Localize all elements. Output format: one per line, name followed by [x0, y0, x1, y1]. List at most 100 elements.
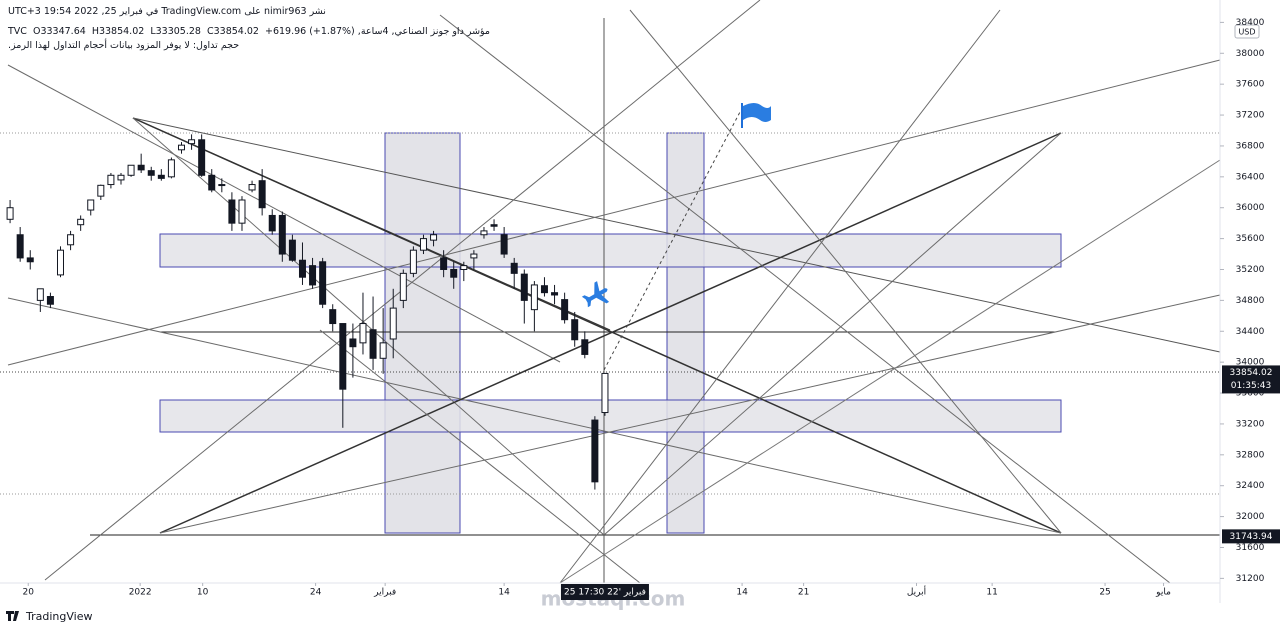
candle-body [177, 144, 185, 151]
level-price: 31743.94 [1230, 532, 1273, 542]
y-tick-label: 38400 [1236, 18, 1265, 28]
y-tick-label: 31600 [1236, 543, 1265, 553]
currency-box [1234, 24, 1260, 39]
candle-body [309, 265, 317, 286]
candle-body [329, 309, 337, 325]
candle-body [389, 307, 397, 340]
candle-body [359, 323, 367, 344]
candle-body [460, 265, 468, 270]
candle-body [117, 174, 125, 181]
candle-body [339, 323, 347, 390]
candle-body [561, 299, 569, 321]
x-tick-label: 21 [798, 588, 809, 598]
x-tick-label: 24 [310, 588, 322, 598]
candle-body [450, 268, 458, 278]
candle-body [208, 174, 216, 191]
logo-mark [6, 611, 19, 621]
y-tick-label: 37200 [1236, 111, 1265, 121]
x-tick-label: 11 [986, 588, 997, 598]
y-tick-label: 33200 [1236, 419, 1265, 429]
candle-body [198, 139, 206, 176]
candle-body [167, 159, 175, 178]
candle-body [288, 239, 296, 261]
y-tick-label: 36400 [1236, 172, 1265, 182]
y-tick-label: 32000 [1236, 512, 1265, 522]
flag-icon [741, 103, 771, 128]
candle-body [530, 284, 538, 311]
candle-body [470, 253, 478, 259]
y-tick-label: 37600 [1236, 80, 1265, 90]
symbol-line: مؤشر داو جونز الصناعي, 4ساعة, TVC O33347… [8, 26, 491, 37]
candle-body [430, 234, 438, 241]
candle-body [127, 164, 135, 176]
y-tick-label: 35600 [1236, 234, 1265, 244]
candle-body [137, 164, 145, 171]
candle-body [369, 329, 377, 359]
volume-note: حجم تداول: لا يوفر المزود بيانات أحجام ا… [8, 40, 240, 51]
candle-body [46, 296, 54, 305]
candle-body [238, 199, 246, 224]
published-line: نشر nimir963 على TradingView.com في فبرا… [8, 6, 326, 17]
candle-body [268, 214, 276, 232]
candle-body [188, 139, 196, 145]
countdown: 01:35:43 [1231, 381, 1271, 391]
x-tick-label: 14 [736, 588, 748, 598]
y-tick-label: 32400 [1236, 481, 1265, 491]
last-price: 33854.02 [1230, 368, 1273, 378]
candle-body [278, 214, 286, 255]
candle-body [67, 234, 75, 246]
candle-body [218, 184, 226, 187]
candle-body [97, 184, 105, 197]
candle-body [571, 319, 579, 341]
candle-body [16, 234, 24, 259]
candle-body [379, 342, 387, 359]
candle-body [591, 419, 599, 483]
candle-body [399, 272, 407, 301]
candle-body [319, 261, 327, 305]
x-tick-label: 2022 [129, 588, 152, 598]
candle-body [480, 230, 488, 236]
y-tick-label: 34800 [1236, 296, 1265, 306]
y-tick-label: 34400 [1236, 327, 1265, 337]
candle-body [540, 285, 548, 294]
candle-body [36, 288, 44, 301]
candle-body [520, 273, 528, 301]
drawings [0, 0, 1221, 584]
candle-body [87, 199, 95, 211]
y-tick-label: 32800 [1236, 450, 1265, 460]
candle-body [56, 249, 64, 276]
candle-body [409, 249, 417, 274]
y-tick-label: 38000 [1236, 49, 1265, 59]
y-tick-label: 33600 [1236, 389, 1265, 399]
x-tick-label: فبراير [373, 588, 396, 598]
candle-body [228, 199, 236, 224]
last-price-box [1222, 365, 1280, 394]
plane-icon [581, 281, 610, 308]
x-tick-label: 10 [197, 588, 209, 598]
candle-body [157, 174, 165, 179]
currency: USD [1238, 28, 1255, 37]
candle-body [500, 234, 508, 255]
candle-body [147, 170, 155, 176]
candle-body [510, 262, 518, 274]
candle-body [248, 184, 256, 191]
candle-body [349, 338, 357, 348]
y-tick-label: 31200 [1236, 574, 1265, 584]
candle-body [26, 257, 34, 263]
y-tick-label: 34000 [1236, 358, 1265, 368]
x-tick-label: مايو [1155, 588, 1171, 598]
candle-body [490, 224, 498, 227]
cursor-date: 25 فبراير '22 17:30 [564, 588, 646, 598]
x-tick-label: 25 [1099, 588, 1110, 598]
candle-body [601, 372, 609, 414]
candle-body [6, 207, 14, 220]
level-price-box [1222, 529, 1280, 544]
x-tick-label: أبريل [907, 586, 926, 598]
x-tick-label: 20 [23, 588, 35, 598]
candle-body [77, 218, 85, 226]
y-tick-label: 35200 [1236, 265, 1265, 275]
y-tick-label: 36800 [1236, 141, 1265, 151]
